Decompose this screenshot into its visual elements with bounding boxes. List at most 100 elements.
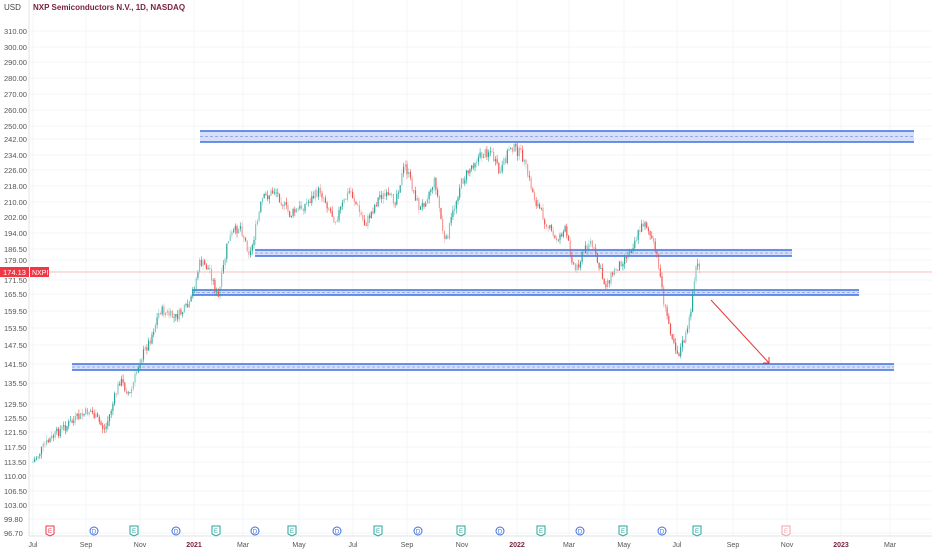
y-tick-label: 234.00 (4, 151, 27, 160)
y-tick-label: 121.50 (4, 428, 27, 437)
x-tick-label: Sep (727, 542, 740, 549)
x-tick-label: 2022 (509, 542, 525, 549)
svg-text:D: D (660, 530, 665, 536)
y-tick-label: 135.50 (4, 379, 27, 388)
y-tick-label: 165.50 (4, 290, 27, 299)
zone-rectangle[interactable] (200, 130, 914, 143)
x-tick-label: Sep (80, 542, 93, 549)
earnings-marker-icon[interactable]: E (692, 525, 702, 537)
dividend-marker-icon[interactable]: D (575, 526, 585, 536)
svg-text:D: D (253, 530, 258, 536)
svg-text:E: E (290, 529, 294, 535)
grid-lines (29, 0, 932, 536)
y-tick-label: 103.00 (4, 501, 27, 510)
zone-rectangle[interactable] (72, 363, 894, 371)
svg-text:D: D (174, 530, 179, 536)
x-tick-label: Mar (563, 542, 576, 549)
x-tick-label: Nov (456, 542, 469, 549)
y-tick-label: 226.00 (4, 166, 27, 175)
y-tick-label: 106.50 (4, 487, 27, 496)
dividend-marker-icon[interactable]: D (657, 526, 667, 536)
y-axis[interactable]: 310.00 300.00 290.00 280.00 270.00 260.00 250.… (4, 27, 27, 538)
y-tick-label: 110.00 (4, 472, 26, 481)
earnings-marker-icon[interactable]: E (456, 525, 466, 537)
y-tick-label: 125.50 (4, 414, 27, 423)
earnings-marker-icon[interactable]: E (536, 525, 546, 537)
y-tick-label: 210.00 (4, 198, 27, 207)
x-tick-label: Jul (29, 542, 38, 549)
dividend-marker-icon[interactable]: D (413, 526, 423, 536)
svg-text:E: E (459, 529, 463, 535)
svg-text:E: E (695, 529, 699, 535)
x-tick-label: Nov (781, 542, 794, 549)
earnings-marker-icon[interactable]: E (45, 525, 55, 537)
dividend-marker-icon[interactable]: D (171, 526, 181, 536)
earnings-marker-icon[interactable]: E (618, 525, 628, 537)
ticker-badge (30, 267, 49, 277)
y-tick-label: 270.00 (4, 90, 27, 99)
earnings-marker-icon[interactable]: E (211, 525, 221, 537)
zone-rectangle[interactable] (192, 289, 859, 296)
earnings-marker-icon[interactable]: E (373, 525, 383, 537)
y-tick-label: 242.00 (4, 135, 27, 144)
x-tick-label: Mar (884, 542, 897, 549)
svg-text:E: E (132, 529, 136, 535)
candlestick-series (32, 142, 700, 463)
y-tick-label: 218.00 (4, 182, 27, 191)
x-axis[interactable]: Jul Sep Nov 2021 Mar May Jul Sep Nov 2022 Mar May Ju… (29, 542, 897, 549)
y-tick-label: 260.00 (4, 106, 27, 115)
earnings-marker-icon[interactable]: E (129, 525, 139, 537)
y-tick-label: 186.50 (4, 245, 27, 254)
zone-rectangle[interactable] (255, 249, 792, 257)
y-tick-label: 310.00 (4, 27, 27, 36)
x-tick-label: May (292, 542, 306, 549)
y-tick-label: 141.50 (4, 360, 27, 369)
svg-text:E: E (621, 529, 625, 535)
y-tick-label: 171.50 (4, 276, 27, 285)
y-tick-label: 147.50 (4, 341, 27, 350)
y-tick-label: 280.00 (4, 74, 27, 83)
svg-text:E: E (539, 529, 543, 535)
svg-text:E: E (214, 529, 218, 535)
svg-text:D: D (335, 530, 340, 536)
svg-text:E: E (48, 529, 52, 535)
x-tick-label: Mar (237, 542, 250, 549)
y-tick-label: 250.00 (4, 122, 27, 131)
y-tick-label: 96.70 (4, 529, 23, 538)
y-tick-label: 113.50 (4, 458, 26, 467)
dividend-marker-icon[interactable]: D (250, 526, 260, 536)
dividend-marker-icon[interactable]: D (89, 526, 99, 536)
y-tick-label: 159.50 (4, 307, 27, 316)
y-tick-label: 202.00 (4, 213, 27, 222)
dividend-marker-icon[interactable]: D (332, 526, 342, 536)
y-tick-label: 179.00 (4, 256, 27, 265)
y-tick-label: 300.00 (4, 43, 27, 52)
earnings-marker-icon[interactable]: E (287, 525, 297, 537)
y-tick-label: 290.00 (4, 58, 27, 67)
svg-text:NXPI: NXPI (32, 270, 48, 277)
x-tick-label: Jul (349, 542, 358, 549)
x-tick-label: 2023 (833, 542, 849, 549)
earnings-marker-icon[interactable]: E (781, 525, 791, 537)
last-price-line: 174.13 NXPI (0, 267, 932, 277)
svg-text:D: D (92, 530, 97, 536)
svg-text:D: D (498, 530, 503, 536)
last-price-badge (0, 267, 29, 277)
svg-text:E: E (784, 529, 788, 535)
x-tick-label: 2021 (186, 542, 202, 549)
svg-text:E: E (376, 529, 380, 535)
svg-text:174.13: 174.13 (3, 268, 26, 277)
dividend-marker-icon[interactable]: D (495, 526, 505, 536)
symbol-title: NXP Semiconductors N.V., 1D, NASDAQ (33, 3, 186, 12)
currency-label: USD (4, 3, 21, 12)
x-tick-label: Jul (673, 542, 682, 549)
svg-text:D: D (416, 530, 421, 536)
support-resistance-zones[interactable] (72, 130, 914, 371)
y-tick-label: 153.50 (4, 324, 27, 333)
y-tick-label: 129.50 (4, 400, 27, 409)
x-tick-label: May (617, 542, 631, 549)
x-tick-label: Nov (134, 542, 147, 549)
projection-arrow[interactable] (710, 299, 770, 364)
